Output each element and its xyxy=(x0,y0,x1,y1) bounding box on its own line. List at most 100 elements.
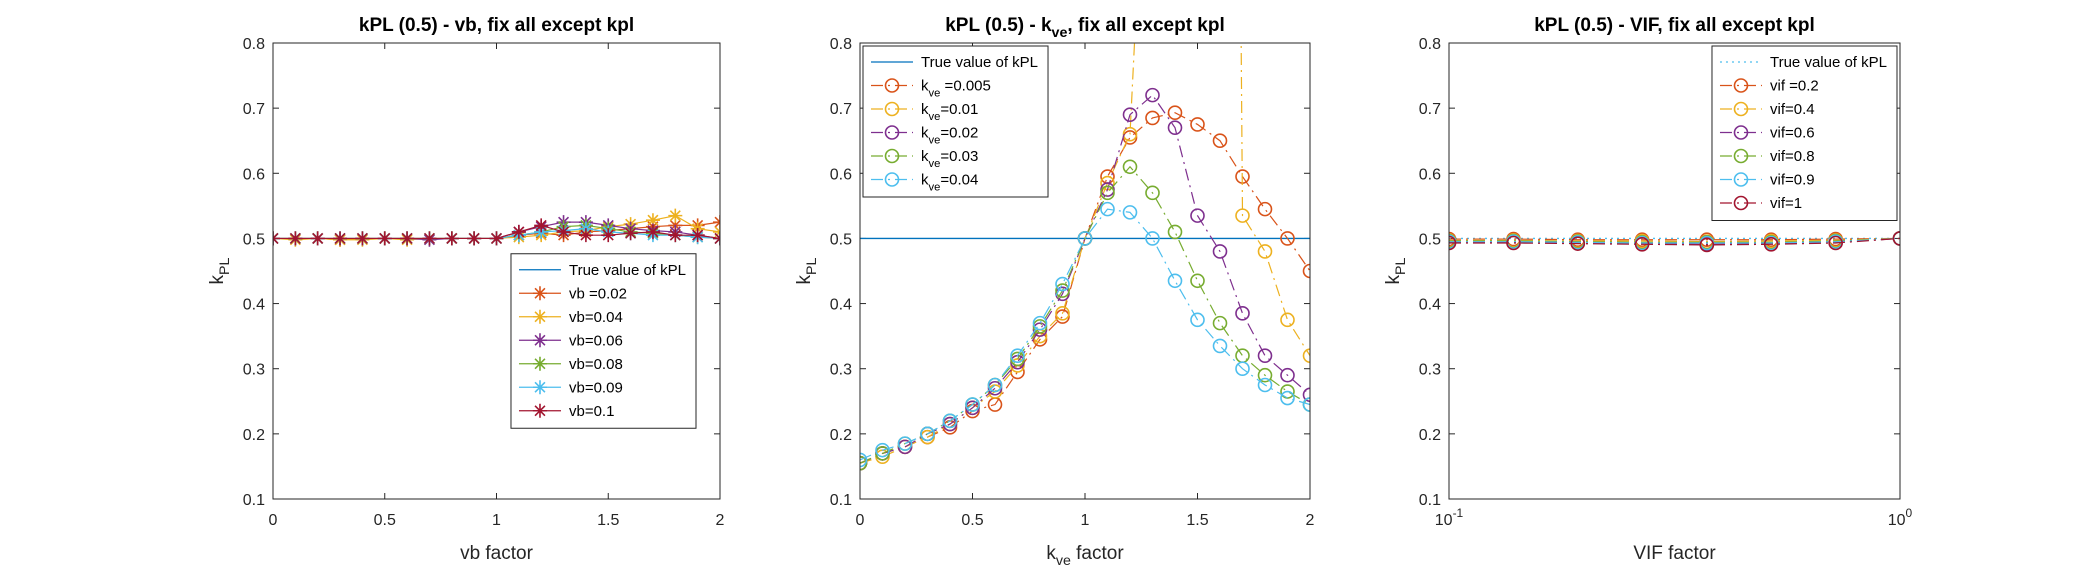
marker xyxy=(1212,244,1228,259)
y-tick-label: 0.6 xyxy=(243,166,265,183)
text-part: =0.02 xyxy=(940,125,978,142)
marker xyxy=(1145,87,1160,103)
marker xyxy=(1032,315,1048,331)
marker xyxy=(1733,172,1749,187)
y-tick-label: 0.3 xyxy=(243,362,265,379)
text-part: 0.6 xyxy=(1419,166,1441,183)
series-line xyxy=(860,43,1310,464)
marker xyxy=(1212,315,1228,331)
axes: 0.1 0.2 0.3 0.4 0.5 0.6 0.7 0.8 0 0.5 1 1.5 2 kPL (0.… xyxy=(207,15,725,564)
text-part: vif=1 xyxy=(1770,195,1802,212)
marker xyxy=(489,231,504,246)
x-axis-label: vb factor xyxy=(460,543,534,564)
y-tick-label: 0.3 xyxy=(1419,362,1441,379)
text-part: ve xyxy=(929,182,941,194)
marker xyxy=(942,413,958,429)
legend-label: kve=0.03 xyxy=(921,148,978,170)
marker xyxy=(1212,338,1228,354)
marker xyxy=(1302,387,1310,403)
marker xyxy=(1212,133,1228,149)
marker xyxy=(1190,273,1205,289)
marker xyxy=(1828,235,1843,251)
y-tick-label: 0.4 xyxy=(1419,297,1441,314)
text-part: vif=0.9 xyxy=(1770,172,1815,189)
marker xyxy=(1280,231,1295,246)
marker xyxy=(1145,231,1160,246)
x-axis-label: VIF factor xyxy=(1633,543,1716,564)
text-part: k xyxy=(921,148,929,165)
legend-label: vb =0.02 xyxy=(569,285,627,302)
data xyxy=(273,208,720,247)
text-part: k xyxy=(207,274,228,284)
text-part: 0.5 xyxy=(243,231,265,248)
text-part: =0.04 xyxy=(940,172,978,189)
marker xyxy=(532,403,547,418)
marker xyxy=(1167,273,1183,289)
axes-box xyxy=(1448,42,1901,500)
text-part: 0.1 xyxy=(243,492,265,509)
text-part: 0.7 xyxy=(830,101,852,118)
text-part: k xyxy=(794,274,815,284)
text-part: ve xyxy=(1052,25,1068,41)
x-tick-label: 0 xyxy=(856,512,865,529)
text-part: k xyxy=(921,172,929,189)
x-tick-label: 10-1​ xyxy=(1435,506,1464,529)
marker xyxy=(690,228,705,243)
text-part: PL xyxy=(1393,257,1409,275)
marker xyxy=(884,78,900,93)
marker xyxy=(1145,110,1160,126)
text-part: k xyxy=(921,101,929,118)
text-part: 0.4 xyxy=(243,297,265,314)
text-part: 10 xyxy=(1435,512,1453,529)
marker xyxy=(532,333,547,348)
marker xyxy=(1257,367,1273,383)
text-part: 0 xyxy=(856,512,865,529)
marker xyxy=(333,231,348,246)
text-part: kPL (0.5) - VIF, fix all except kpl xyxy=(1534,15,1815,36)
text-part: 1.5 xyxy=(597,512,619,529)
marker xyxy=(1122,126,1138,142)
text-part: 0.2 xyxy=(1419,427,1441,444)
y-tick-label: 0.4 xyxy=(243,297,265,314)
text-part: k xyxy=(921,125,929,142)
text-part: 1 xyxy=(1081,512,1090,529)
legend-label: kve =0.005 xyxy=(921,78,991,100)
marker xyxy=(1055,283,1070,298)
text-part: , fix all except kpl xyxy=(1067,15,1224,36)
text-part: =0.005 xyxy=(940,78,990,95)
text-part: =0.01 xyxy=(940,101,978,118)
marker xyxy=(1167,105,1183,121)
series-line xyxy=(1449,237,1900,241)
text-part: True value of kPL xyxy=(921,54,1038,71)
text-part: k xyxy=(1046,543,1056,564)
legend-box xyxy=(862,45,1049,198)
series-line xyxy=(1449,237,1900,243)
marker xyxy=(288,231,303,246)
text-part: 0.5 xyxy=(374,512,396,529)
marker xyxy=(1190,312,1205,328)
text-part: 0.4 xyxy=(1419,297,1441,314)
y-tick-label: 0.6 xyxy=(1419,166,1441,183)
legend-label: vb=0.04 xyxy=(569,309,623,326)
series-line xyxy=(1449,237,1900,246)
text-part: 0.5 xyxy=(1419,231,1441,248)
text-part: vif =0.2 xyxy=(1770,78,1819,95)
marker xyxy=(1634,236,1650,252)
text-part: 2 xyxy=(716,512,725,529)
y-tick-label: 0.6 xyxy=(830,166,852,183)
text-part: vb=0.1 xyxy=(569,403,614,420)
legend-label: kve=0.01 xyxy=(921,101,978,123)
text-part: 0.1 xyxy=(1419,492,1441,509)
marker xyxy=(668,208,683,223)
marker xyxy=(860,452,868,468)
y-tick-label: 0.5 xyxy=(830,231,852,248)
x-tick-label: 0.5 xyxy=(374,512,396,529)
marker xyxy=(1506,235,1521,251)
legend-label: vif=1 xyxy=(1770,195,1802,212)
marker xyxy=(556,224,571,239)
marker xyxy=(1235,306,1250,321)
marker xyxy=(422,231,437,246)
x-tick-label: 1 xyxy=(1081,512,1090,529)
